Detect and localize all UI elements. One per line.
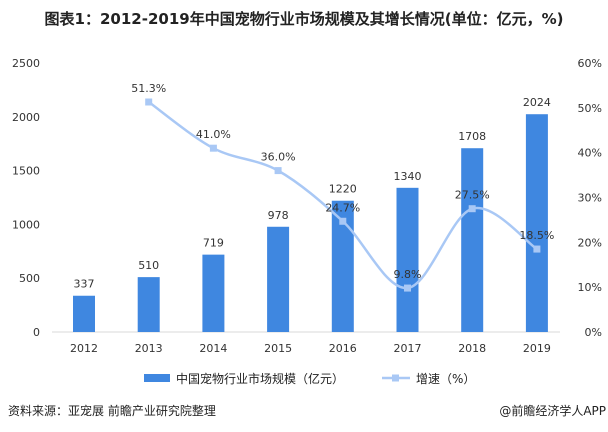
- growth-marker: [468, 205, 476, 213]
- left-tick-label: 1000: [12, 218, 40, 231]
- right-tick-label: 10%: [578, 281, 602, 294]
- left-tick-label: 2000: [12, 111, 40, 124]
- growth-marker: [209, 144, 217, 152]
- legend-line-label: 增速（%）: [416, 372, 475, 386]
- x-tick-label: 2015: [264, 342, 292, 355]
- source-note: 资料来源：亚宠展 前瞻产业研究院整理: [8, 404, 216, 418]
- growth-data-label: 9.8%: [394, 268, 422, 281]
- bar-data-label: 510: [138, 259, 159, 272]
- bar: [461, 148, 484, 332]
- bar-data-label: 2024: [523, 96, 551, 109]
- growth-data-label: 27.5%: [455, 189, 490, 202]
- right-tick-label: 30%: [578, 192, 602, 205]
- x-tick-label: 2014: [199, 342, 227, 355]
- growth-data-label: 18.5%: [519, 229, 554, 242]
- bar: [73, 295, 95, 332]
- bar: [137, 277, 160, 332]
- right-tick-label: 0%: [585, 326, 602, 339]
- growth-marker: [145, 98, 153, 106]
- bar-data-label: 1708: [458, 130, 486, 143]
- legend-bar-label: 中国宠物行业市场规模（亿元）: [176, 371, 344, 386]
- left-tick-label: 1500: [12, 165, 40, 178]
- bar-data-label: 1340: [394, 170, 422, 183]
- credit-note: @前瞻经济学人APP: [499, 404, 606, 418]
- x-tick-label: 2016: [329, 342, 357, 355]
- bar-data-label: 978: [268, 209, 289, 222]
- bar: [331, 200, 354, 332]
- x-tick-label: 2019: [523, 342, 551, 355]
- right-tick-label: 60%: [578, 57, 602, 70]
- right-tick-label: 50%: [578, 102, 602, 115]
- growth-marker: [404, 284, 411, 292]
- growth-marker: [533, 245, 541, 253]
- x-tick-label: 2012: [70, 342, 98, 355]
- left-tick-label: 2500: [12, 57, 40, 70]
- growth-data-label: 41.0%: [196, 128, 231, 141]
- chart-title: 图表1：2012-2019年中国宠物行业市场规模及其增长情况(单位：亿元，%): [44, 10, 564, 28]
- x-tick-label: 2013: [135, 342, 163, 355]
- x-tick-label: 2018: [458, 342, 486, 355]
- right-tick-label: 20%: [578, 236, 602, 249]
- legend-bar-swatch: [144, 374, 170, 382]
- bar-data-label: 719: [203, 237, 224, 250]
- bar-data-label: 1220: [329, 183, 357, 196]
- growth-data-label: 36.0%: [261, 151, 296, 164]
- growth-marker: [339, 217, 347, 225]
- left-tick-label: 500: [19, 272, 40, 285]
- x-tick-label: 2017: [394, 342, 422, 355]
- growth-marker: [274, 167, 282, 175]
- right-tick-label: 40%: [578, 147, 602, 160]
- left-tick-label: 0: [33, 326, 40, 339]
- growth-data-label: 24.7%: [325, 201, 360, 214]
- bar: [525, 114, 548, 333]
- bar-data-label: 337: [74, 278, 95, 291]
- legend-line-marker: [392, 374, 399, 382]
- bar: [267, 226, 290, 332]
- bar: [396, 187, 419, 332]
- bar: [202, 254, 225, 332]
- growth-data-label: 51.3%: [131, 82, 166, 95]
